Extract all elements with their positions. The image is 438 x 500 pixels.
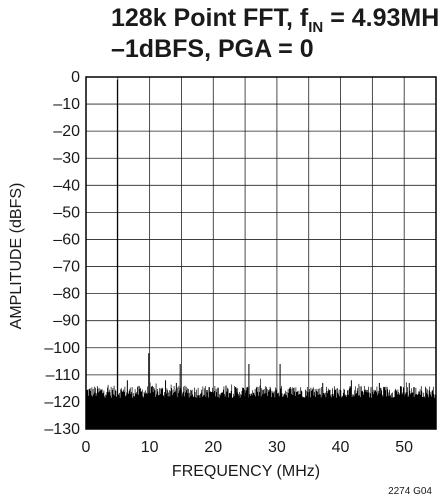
x-tick-label: 10 [141, 439, 159, 456]
y-tick-label: –80 [53, 286, 80, 303]
title-text-b: = 4.93MHz, [323, 4, 438, 32]
chart-title-line1: 128k Point FFT, fIN = 4.93MHz, [111, 4, 438, 36]
title-text-a: 128k Point FFT, f [111, 4, 309, 32]
x-tick-label: 0 [82, 439, 91, 456]
y-tick-labels: 0 –10 –20 –30 –40 –50 –60 –70 –80 –90 –100 –110 –120… [44, 69, 80, 438]
x-tick-label: 50 [395, 439, 413, 456]
y-tick-label: –70 [53, 259, 80, 276]
y-tick-label: –90 [53, 313, 80, 330]
y-axis-label: AMPLITUDE (dBFS) [8, 183, 25, 330]
x-tick-label: 30 [268, 439, 286, 456]
y-tick-label: –120 [44, 394, 80, 411]
x-tick-label: 20 [204, 439, 222, 456]
title-subscript: IN [308, 19, 323, 36]
noise-fill [86, 399, 436, 429]
y-tick-label: –50 [53, 204, 80, 221]
grid [85, 76, 436, 430]
y-tick-label: –10 [53, 96, 80, 113]
chart-title-line2: –1dBFS, PGA = 0 [111, 35, 314, 63]
x-tick-label: 40 [332, 439, 350, 456]
y-tick-label: 0 [71, 69, 80, 86]
y-tick-label: –20 [53, 123, 80, 140]
y-tick-label: –130 [44, 421, 80, 438]
y-tick-label: –30 [53, 150, 80, 167]
y-tick-label: –40 [53, 177, 80, 194]
y-tick-label: –100 [44, 340, 80, 357]
y-tick-label: –110 [46, 367, 81, 384]
plot-frame [85, 76, 437, 430]
y-tick-label: –60 [53, 231, 80, 248]
noise-floor [86, 378, 437, 429]
figure-code: 2274 G04 [388, 486, 432, 497]
spectrum-lines [116, 79, 410, 402]
x-axis-label: FREQUENCY (MHz) [172, 463, 320, 480]
x-tick-labels: 0 10 20 30 40 50 [82, 439, 414, 456]
